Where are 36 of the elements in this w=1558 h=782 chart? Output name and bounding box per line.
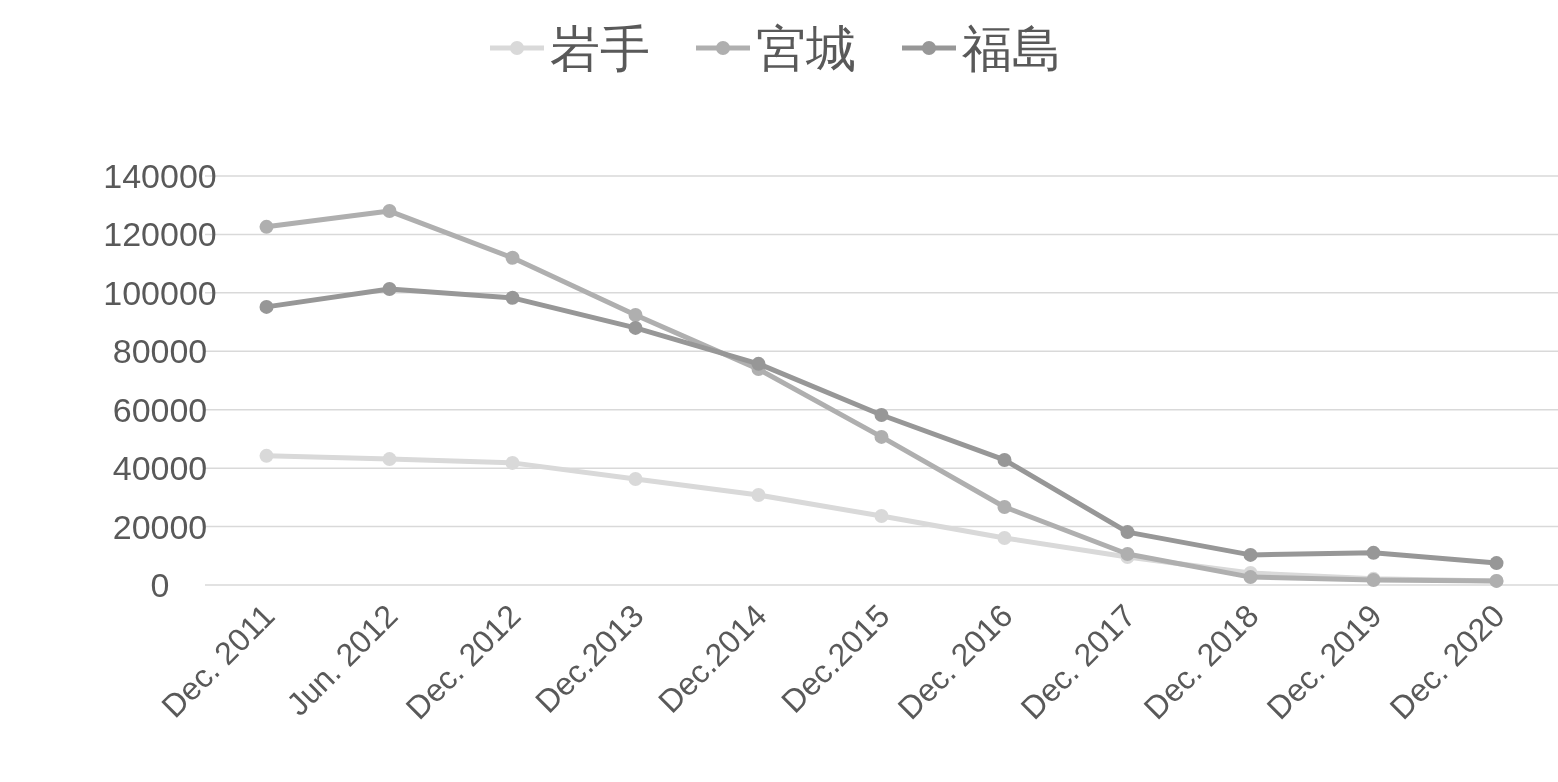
point — [259, 299, 274, 314]
y-tick-label: 60000 — [112, 390, 208, 429]
y-tick-label: 100000 — [103, 273, 217, 312]
point — [382, 204, 397, 219]
point — [505, 455, 520, 470]
point — [751, 356, 766, 371]
y-tick-label: 120000 — [103, 215, 217, 254]
legend-label: 宮城 — [756, 21, 856, 77]
y-tick-label: 0 — [150, 566, 170, 604]
point — [259, 219, 274, 234]
point — [874, 509, 889, 524]
point — [751, 488, 766, 503]
point — [1243, 570, 1258, 585]
point — [1366, 545, 1381, 560]
y-tick-label: 40000 — [112, 449, 208, 488]
point — [628, 308, 643, 323]
point — [505, 250, 520, 265]
point — [259, 448, 274, 463]
point — [1489, 556, 1504, 571]
point — [628, 320, 643, 335]
y-tick-label: 80000 — [112, 332, 208, 371]
point — [1243, 547, 1258, 562]
point — [382, 452, 397, 467]
point — [874, 407, 889, 422]
legend-label: 福島 — [962, 21, 1062, 77]
point — [1120, 525, 1135, 540]
y-tick-label: 140000 — [103, 157, 217, 195]
point — [997, 530, 1012, 545]
point — [382, 282, 397, 297]
point — [997, 500, 1012, 514]
point — [505, 290, 520, 305]
point — [997, 452, 1012, 467]
point — [874, 429, 889, 444]
point — [628, 471, 643, 486]
legend-label: 岩手 — [550, 21, 650, 77]
y-tick-label: 20000 — [112, 507, 208, 546]
